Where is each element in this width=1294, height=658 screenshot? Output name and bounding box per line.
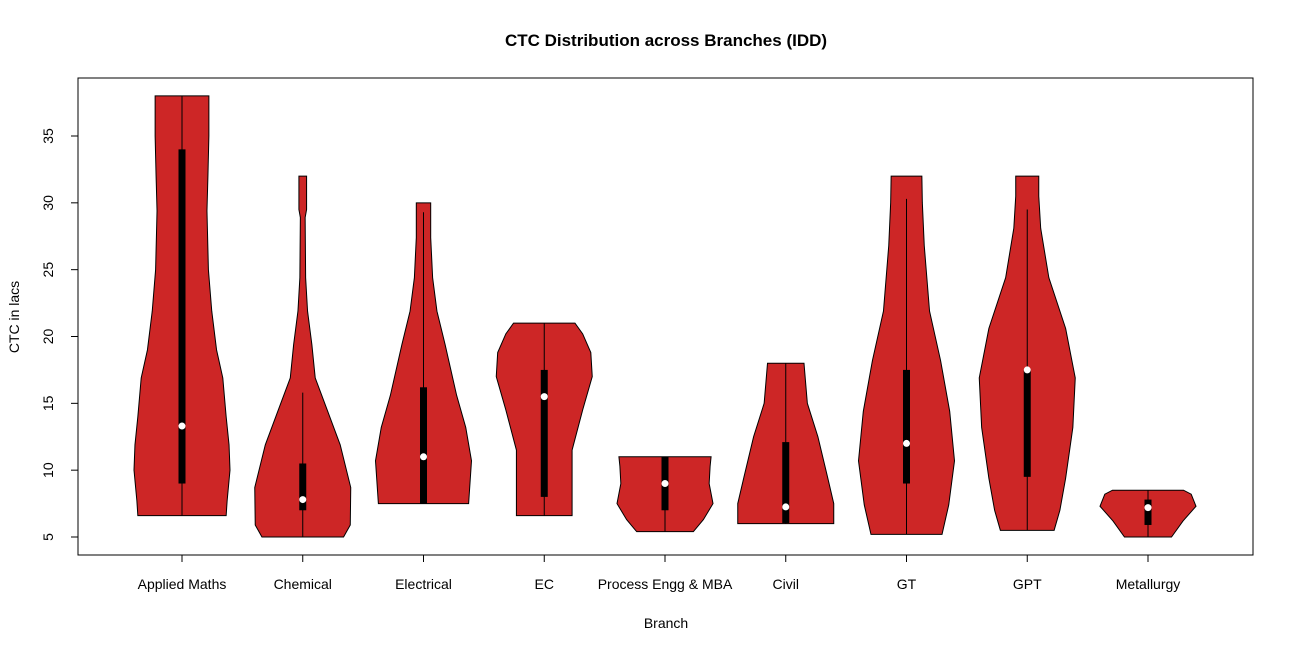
- y-tick-label: 35: [40, 128, 56, 144]
- box: [1144, 499, 1152, 525]
- x-tick-label: GPT: [1013, 576, 1042, 592]
- x-axis-label: Branch: [644, 615, 688, 631]
- median-point: [299, 496, 307, 504]
- violin-gt: [857, 175, 956, 535]
- x-tick-label: Civil: [773, 576, 799, 592]
- violin-metallurgy: [1099, 489, 1197, 538]
- box: [420, 387, 427, 504]
- violin-electrical: [374, 202, 473, 505]
- box: [299, 463, 307, 511]
- box: [1023, 369, 1031, 477]
- y-tick-label: 20: [40, 329, 56, 345]
- y-tick-label: 25: [40, 262, 56, 278]
- x-tick-label: Chemical: [274, 576, 332, 592]
- violin-gpt: [978, 175, 1076, 531]
- x-tick-label: Process Engg & MBA: [598, 576, 733, 592]
- y-tick-label: 5: [40, 533, 56, 541]
- x-axis: Applied Maths Chemical Electrical EC Process…: [138, 555, 1181, 592]
- median-point: [661, 480, 669, 488]
- median-point: [782, 503, 790, 511]
- x-tick-label: GT: [897, 576, 917, 592]
- median-point: [540, 393, 548, 401]
- violin-ec: [495, 322, 593, 517]
- violins: [133, 95, 1197, 538]
- x-tick-label: EC: [535, 576, 554, 592]
- box: [178, 149, 186, 484]
- median-point: [420, 453, 427, 461]
- box: [903, 369, 910, 484]
- y-tick-label: 30: [40, 195, 56, 211]
- violin-applied-maths: [133, 95, 231, 517]
- x-tick-label: Electrical: [395, 576, 452, 592]
- violin-civil: [737, 362, 835, 525]
- median-point: [178, 422, 186, 430]
- median-point: [1023, 366, 1031, 374]
- y-tick-label: 10: [40, 462, 56, 478]
- x-tick-label: Applied Maths: [138, 576, 227, 592]
- y-axis: 5 10 15 20 25 30 35: [40, 128, 78, 541]
- y-tick-label: 15: [40, 395, 56, 411]
- median-point: [903, 439, 910, 447]
- box: [782, 442, 790, 523]
- violin-body: [254, 175, 352, 538]
- chart-title: CTC Distribution across Branches (IDD): [505, 31, 827, 50]
- violin-chemical: [254, 175, 352, 538]
- box: [540, 369, 548, 497]
- median-point: [1144, 504, 1152, 512]
- x-tick-label: Metallurgy: [1116, 576, 1181, 592]
- violin-process-engg-mba: [616, 456, 714, 533]
- y-axis-label: CTC in lacs: [6, 281, 22, 353]
